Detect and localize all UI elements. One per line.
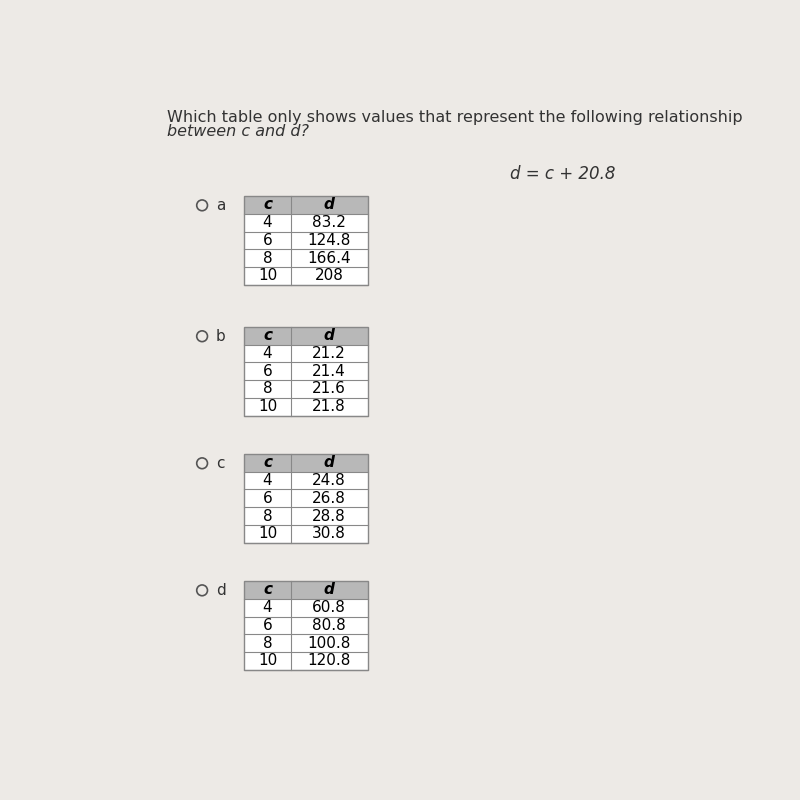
Text: c: c [263,328,272,343]
Text: 24.8: 24.8 [312,473,346,488]
Text: 8: 8 [262,382,272,397]
Text: 8: 8 [262,635,272,650]
Text: 4: 4 [262,473,272,488]
Text: 80.8: 80.8 [312,618,346,633]
Text: d: d [324,198,334,213]
Bar [245,380,368,398]
Text: 4: 4 [262,215,272,230]
Bar [245,599,368,617]
Bar [245,652,368,670]
Bar [245,231,368,250]
Bar [245,327,368,345]
Text: d: d [324,328,334,343]
Bar [245,196,368,285]
Bar [245,617,368,634]
Text: 8: 8 [262,250,272,266]
Bar [245,634,368,652]
Text: c: c [216,456,225,470]
Text: d: d [216,583,226,598]
Text: d = c + 20.8: d = c + 20.8 [510,166,616,183]
Text: 8: 8 [262,509,272,523]
Text: 4: 4 [262,600,272,615]
Bar [245,196,368,214]
Bar [245,581,368,599]
Text: 6: 6 [262,233,273,248]
Bar [245,581,368,670]
Text: 21.2: 21.2 [312,346,346,361]
Bar [245,327,368,415]
Text: c: c [263,455,272,470]
Text: 28.8: 28.8 [312,509,346,523]
Text: b: b [216,329,226,344]
Bar [245,490,368,507]
Text: 6: 6 [262,618,273,633]
Text: 21.8: 21.8 [312,399,346,414]
Text: 10: 10 [258,399,277,414]
Text: 30.8: 30.8 [312,526,346,542]
Bar [245,507,368,525]
Bar [245,214,368,231]
Bar [245,454,368,542]
Bar [245,362,368,380]
Text: between c and d?: between c and d? [167,124,310,138]
Text: 21.6: 21.6 [312,382,346,397]
Text: 100.8: 100.8 [307,635,351,650]
Text: 83.2: 83.2 [312,215,346,230]
Text: 6: 6 [262,491,273,506]
Text: 124.8: 124.8 [307,233,351,248]
Text: 21.4: 21.4 [312,364,346,378]
Bar [245,398,368,415]
Text: 10: 10 [258,268,277,283]
Text: 60.8: 60.8 [312,600,346,615]
Text: c: c [263,582,272,598]
Bar [245,267,368,285]
Text: d: d [324,582,334,598]
Text: 26.8: 26.8 [312,491,346,506]
Text: 208: 208 [314,268,343,283]
Bar [245,472,368,490]
Text: d: d [324,455,334,470]
Bar [245,345,368,362]
Bar [245,454,368,472]
Bar [245,250,368,267]
Text: 166.4: 166.4 [307,250,351,266]
Text: c: c [263,198,272,213]
Text: 4: 4 [262,346,272,361]
Text: 10: 10 [258,526,277,542]
Text: 10: 10 [258,654,277,668]
Text: 6: 6 [262,364,273,378]
Text: 120.8: 120.8 [307,654,351,668]
Text: a: a [216,198,226,213]
Bar [245,525,368,542]
Text: Which table only shows values that represent the following relationship: Which table only shows values that repre… [167,110,743,125]
